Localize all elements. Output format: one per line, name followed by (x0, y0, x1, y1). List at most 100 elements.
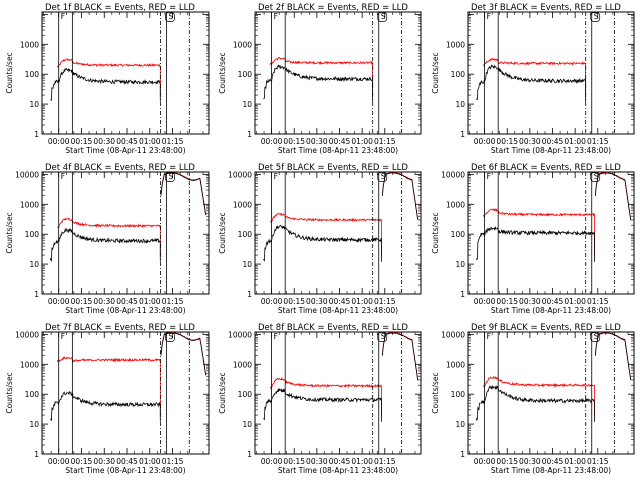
x-tick-label: 00:30 (306, 297, 328, 306)
plot-frame (41, 171, 210, 295)
x-tick-label: 00:30 (93, 297, 115, 306)
x-tick-label: 01:15 (374, 137, 396, 146)
x-axis-label: Start Time (08-Apr-11 23:48:00) (491, 306, 611, 315)
events-series-line (263, 64, 373, 102)
x-tick-label: 00:15 (71, 457, 93, 466)
panel-title: Det 3f BLACK = Events, RED = LLD (471, 3, 621, 13)
y-tick-label: 1000 (233, 200, 252, 209)
x-tick-label: 00:00 (474, 297, 496, 306)
panel-det-5: Det 5f BLACK = Events, RED = LLD10000100… (218, 163, 422, 315)
marker-box (377, 332, 388, 342)
events-series-line (475, 384, 595, 422)
y-tick-label: 100 (25, 70, 40, 79)
x-tick-label: 01:00 (564, 297, 586, 306)
panel-det-7: Det 7f BLACK = Events, RED = LLD10000100… (5, 323, 210, 475)
events-series-line-post (160, 332, 207, 376)
y-axis-label: Counts/sec (5, 372, 14, 413)
y-tick-label: 100 (238, 70, 253, 79)
y-tick-label: 10000 (228, 330, 252, 339)
x-tick-label: 01:00 (351, 297, 373, 306)
x-tick-label: 00:30 (93, 457, 115, 466)
x-axis-label: Start Time (08-Apr-11 23:48:00) (278, 306, 398, 315)
plot-frame (467, 11, 635, 135)
events-series-line-post (595, 172, 632, 221)
x-axis-label: Start Time (08-Apr-11 23:48:00) (65, 466, 185, 475)
x-tick-label: 00:45 (329, 297, 351, 306)
x-axis-label: Start Time (08-Apr-11 23:48:00) (278, 146, 398, 155)
plot-frame (41, 11, 210, 135)
y-tick-label: 1000 (446, 40, 465, 49)
x-tick-label: 01:15 (587, 297, 609, 306)
marker-label: F (61, 12, 65, 21)
marker-label: S (594, 12, 599, 21)
y-tick-label: 1 (460, 450, 465, 459)
y-axis-label: Counts/sec (431, 372, 440, 413)
x-tick-label: 01:15 (162, 137, 184, 146)
events-series-line-post (382, 332, 419, 381)
events-series-line (475, 64, 586, 102)
plot-frame (254, 331, 422, 455)
x-tick-label: 00:00 (48, 137, 70, 146)
panel-det-2: Det 2f BLACK = Events, RED = LLD10001001… (218, 3, 422, 155)
y-tick-label: 1 (247, 450, 252, 459)
x-tick-label: 00:45 (116, 457, 138, 466)
y-tick-label: 1000 (446, 360, 465, 369)
lld-series-line-post (382, 171, 419, 220)
x-tick-label: 00:15 (496, 457, 518, 466)
y-tick-label: 10 (242, 420, 252, 429)
lld-series-line (269, 212, 382, 256)
panel-det-3: Det 3f BLACK = Events, RED = LLD10001001… (431, 3, 635, 155)
y-tick-label: 1000 (20, 200, 39, 209)
marker-box (590, 12, 601, 22)
lld-series-line (56, 356, 161, 416)
x-tick-label: 01:00 (351, 137, 373, 146)
x-tick-label: 01:15 (162, 297, 184, 306)
y-tick-label: 10 (29, 100, 39, 109)
marker-box (590, 332, 601, 342)
x-tick-label: 00:45 (329, 137, 351, 146)
y-tick-label: 10000 (15, 330, 39, 339)
marker-box (165, 332, 175, 342)
x-tick-label: 00:45 (542, 137, 564, 146)
y-tick-label: 100 (25, 230, 40, 239)
lld-series-line (482, 375, 595, 416)
events-series-line (263, 224, 382, 262)
x-tick-label: 00:15 (283, 457, 305, 466)
panel-title: Det 7f BLACK = Events, RED = LLD (45, 323, 195, 333)
x-tick-label: 00:30 (306, 457, 328, 466)
y-tick-label: 1000 (446, 200, 465, 209)
marker-box (377, 172, 388, 182)
y-tick-label: 10000 (441, 170, 465, 179)
marker-label: S (594, 172, 599, 181)
panel-title: Det 5f BLACK = Events, RED = LLD (258, 163, 408, 173)
y-tick-label: 1 (247, 130, 252, 139)
x-tick-label: 01:15 (587, 137, 609, 146)
lld-series-line-post (595, 171, 632, 220)
x-tick-label: 01:15 (162, 457, 184, 466)
lld-series-line-post (595, 332, 632, 380)
y-tick-label: 1000 (233, 360, 252, 369)
y-tick-label: 10000 (15, 170, 39, 179)
marker-label: F (274, 172, 278, 181)
events-series-line-post (160, 172, 207, 216)
y-axis-label: Counts/sec (5, 212, 14, 253)
panel-det-1: Det 1f BLACK = Events, RED = LLD10001001… (5, 3, 210, 155)
marker-label: F (487, 12, 491, 21)
x-tick-label: 00:30 (519, 297, 541, 306)
plot-frame (41, 331, 210, 455)
lld-series-line (269, 57, 373, 96)
x-tick-label: 01:00 (351, 457, 373, 466)
lld-series-line (482, 208, 595, 256)
marker-label: F (61, 332, 65, 341)
x-tick-label: 01:00 (139, 457, 161, 466)
x-tick-label: 01:00 (564, 457, 586, 466)
events-series-line-post (382, 172, 419, 220)
events-series-line (50, 227, 161, 262)
marker-label: S (381, 332, 386, 341)
x-tick-label: 00:15 (71, 137, 93, 146)
lld-series-line (57, 217, 161, 256)
x-tick-label: 00:15 (283, 297, 305, 306)
lld-series-line (56, 58, 161, 96)
marker-label: F (487, 332, 491, 341)
x-tick-label: 01:15 (587, 457, 609, 466)
